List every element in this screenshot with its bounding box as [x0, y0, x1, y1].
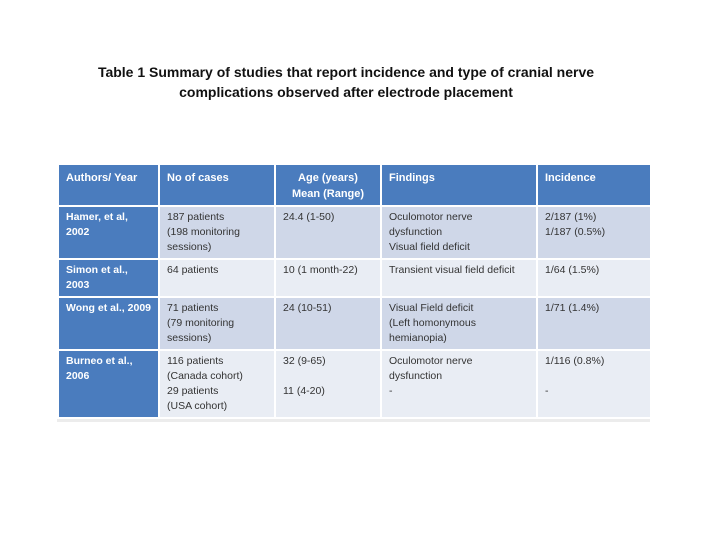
- row-header-authors: Hamer, et al, 2002: [57, 205, 160, 260]
- row-header-authors: Simon et al., 2003: [57, 258, 160, 298]
- cell-findings: Visual Field deficit (Left homonymous he…: [380, 296, 538, 351]
- table-row-wong-2009: Wong et al., 2009 71 patients (79 monito…: [57, 296, 652, 351]
- row-header-authors: Wong et al., 2009: [57, 296, 160, 351]
- slide-title: Table 1 Summary of studies that report i…: [97, 64, 595, 100]
- column-header-findings: Findings: [380, 163, 538, 207]
- table-row-hamer-2002: Hamer, et al, 2002 187 patients (198 mon…: [57, 205, 652, 260]
- cell-incidence: 1/64 (1.5%): [536, 258, 652, 298]
- cell-no-of-cases: 116 patients (Canada cohort) 29 patients…: [158, 349, 276, 419]
- column-header-age: Age (years) Mean (Range): [274, 163, 382, 207]
- cell-incidence: 1/71 (1.4%): [536, 296, 652, 351]
- row-header-authors: Burneo et al., 2006: [57, 349, 160, 419]
- cell-no-of-cases: 71 patients (79 monitoring sessions): [158, 296, 276, 351]
- cell-findings: Oculomotor nerve dysfunction -: [380, 349, 538, 419]
- cell-age: 32 (9-65) 11 (4-20): [274, 349, 382, 419]
- studies-summary-table: Authors/ Year No of cases Age (years) Me…: [57, 163, 652, 419]
- cell-findings: Transient visual field deficit: [380, 258, 538, 298]
- cell-no-of-cases: 64 patients: [158, 258, 276, 298]
- cell-findings: Oculomotor nerve dysfunction Visual fiel…: [380, 205, 538, 260]
- table-row-simon-2003: Simon et al., 2003 64 patients 10 (1 mon…: [57, 258, 652, 298]
- cell-incidence: 2/187 (1%) 1/187 (0.5%): [536, 205, 652, 260]
- column-header-authors-year: Authors/ Year: [57, 163, 160, 207]
- table-row-burneo-2006: Burneo et al., 2006 116 patients (Canada…: [57, 349, 652, 419]
- cell-age: 24.4 (1-50): [274, 205, 382, 260]
- column-header-incidence: Incidence: [536, 163, 652, 207]
- cell-no-of-cases: 187 patients (198 monitoring sessions): [158, 205, 276, 260]
- cell-age: 10 (1 month-22): [274, 258, 382, 298]
- cell-incidence: 1/116 (0.8%) -: [536, 349, 652, 419]
- studies-table-container: Authors/ Year No of cases Age (years) Me…: [57, 163, 652, 422]
- table-header-row: Authors/ Year No of cases Age (years) Me…: [57, 163, 652, 207]
- cell-age: 24 (10-51): [274, 296, 382, 351]
- column-header-no-of-cases: No of cases: [158, 163, 276, 207]
